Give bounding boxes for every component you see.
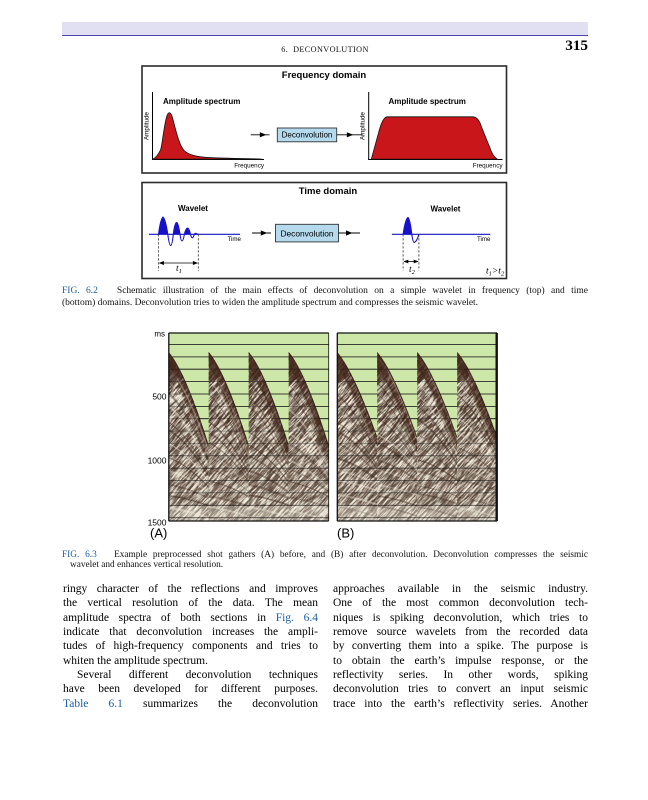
svg-text:Time domain: Time domain: [299, 186, 358, 197]
svg-text:Deconvolution: Deconvolution: [282, 130, 333, 139]
svg-text:t2: t2: [409, 265, 416, 276]
svg-text:500: 500: [152, 392, 166, 402]
svg-text:Frequency domain: Frequency domain: [282, 70, 367, 81]
svg-text:(B): (B): [337, 526, 354, 541]
svg-text:1500: 1500: [148, 518, 167, 528]
svg-text:Amplitude: Amplitude: [360, 112, 367, 140]
svg-text:Time: Time: [227, 236, 241, 243]
svg-text:Frequency: Frequency: [234, 163, 265, 170]
svg-text:Deconvolution: Deconvolution: [280, 228, 333, 238]
svg-text:Amplitude: Amplitude: [144, 112, 151, 140]
svg-text:Amplitude spectrum: Amplitude spectrum: [389, 97, 466, 106]
svg-text:t1: t1: [176, 264, 182, 275]
svg-text:t1>t2: t1>t2: [486, 267, 505, 278]
svg-text:(A): (A): [150, 526, 167, 541]
svg-text:Frequency: Frequency: [473, 163, 504, 170]
svg-text:Time: Time: [477, 236, 491, 243]
svg-text:ms: ms: [154, 330, 165, 339]
svg-text:1000: 1000: [148, 456, 167, 466]
svg-text:Amplitude spectrum: Amplitude spectrum: [163, 97, 240, 106]
svg-text:Wavelet: Wavelet: [431, 205, 461, 214]
svg-text:Wavelet: Wavelet: [178, 204, 208, 213]
